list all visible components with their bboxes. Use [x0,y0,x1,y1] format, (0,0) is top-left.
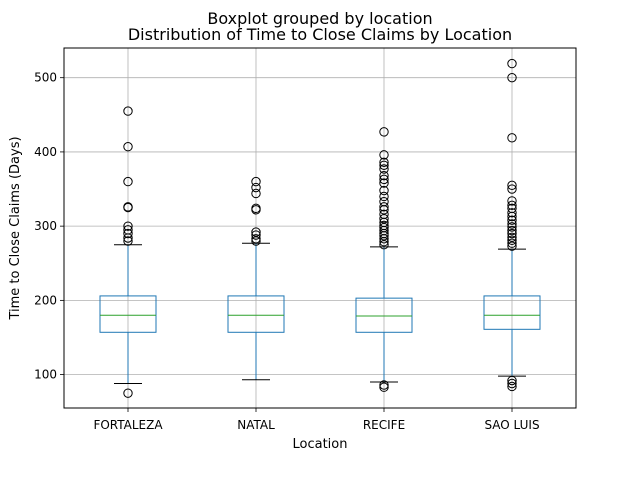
outlier-point [507,72,517,83]
box-natal [227,176,285,381]
outlier-point [379,150,389,160]
outlier-point [379,382,389,392]
outlier-point [507,184,517,194]
x-axis-label: Location [293,437,348,452]
outlier-point [379,209,389,219]
iqr-box [483,295,541,330]
outlier-point [379,170,389,181]
outlier-point [507,225,517,236]
outlier-point [507,378,517,389]
outlier-point [507,203,517,214]
chart-title: Distribution of Time to Close Claims by … [128,25,512,44]
outlier-point [379,380,389,390]
outlier-point [251,188,261,199]
y-tick-label: 300 [34,219,57,233]
box-sao-luis [483,58,541,392]
outlier-point [507,196,517,206]
x-tick-label: SAO LUIS [484,418,539,432]
outlier-point [123,202,133,212]
y-tick-label: 200 [34,293,57,307]
outlier-point [507,200,517,211]
outlier-point [251,176,261,187]
outlier-point [379,222,389,233]
outlier-point [251,203,261,214]
outlier-point [379,164,389,174]
outlier-point [123,221,133,231]
outlier-point [507,58,517,69]
outlier-point [379,214,389,224]
outlier-point [507,180,517,191]
grid-lines [64,48,576,408]
y-tick-label: 100 [34,368,57,382]
outlier-point [507,228,517,239]
outlier-point [507,381,517,392]
outlier-point [123,225,133,235]
outlier-point [507,375,517,386]
outlier-point [251,234,261,244]
outlier-point [507,208,517,218]
x-tick-label: FORTALEZA [93,418,163,432]
outlier-point [507,133,517,143]
outlier-point [251,227,261,237]
outlier-point [379,178,389,188]
y-axis: 100 200 300 400 500 [34,71,64,382]
x-tick-label: NATAL [237,418,275,432]
outlier-point [379,196,389,207]
outlier-point [507,241,517,251]
outlier-point [123,176,133,187]
outlier-point [379,185,389,196]
y-tick-label: 500 [34,71,57,85]
x-tick-label: RECIFE [363,418,405,432]
y-tick-label: 400 [34,145,57,159]
iqr-box [227,295,285,333]
outlier-point [507,235,517,245]
outlier-point [507,219,517,229]
outlier-point [379,157,389,168]
boxplot-boxes [99,58,541,398]
outlier-point [123,236,133,246]
outlier-point [379,240,389,250]
plot-frame [63,47,577,409]
box-recife [355,127,413,392]
chart-suptitle: Boxplot grouped by location [207,9,432,28]
iqr-box [99,295,157,333]
outlier-point [123,228,133,239]
outlier-point [251,236,261,246]
outlier-point [123,142,133,152]
outlier-point [251,230,261,240]
outlier-point [507,238,517,248]
outlier-point [379,127,389,137]
outlier-point [507,232,517,242]
outlier-point [251,182,261,193]
y-axis-label: Time to Close Claims (Days) [8,136,23,320]
outlier-point [379,191,389,202]
outlier-point [123,106,133,116]
iqr-box [355,297,413,333]
outlier-point [379,220,389,231]
x-axis: FORTALEZA NATAL RECIFE SAO LUIS [93,408,540,432]
outlier-point [379,202,389,212]
outlier-point [507,215,517,225]
box-fortaleza [99,106,157,398]
outlier-point [379,160,389,170]
outlier-point [123,388,133,398]
outlier-point [507,222,517,232]
outlier-point [379,174,389,185]
